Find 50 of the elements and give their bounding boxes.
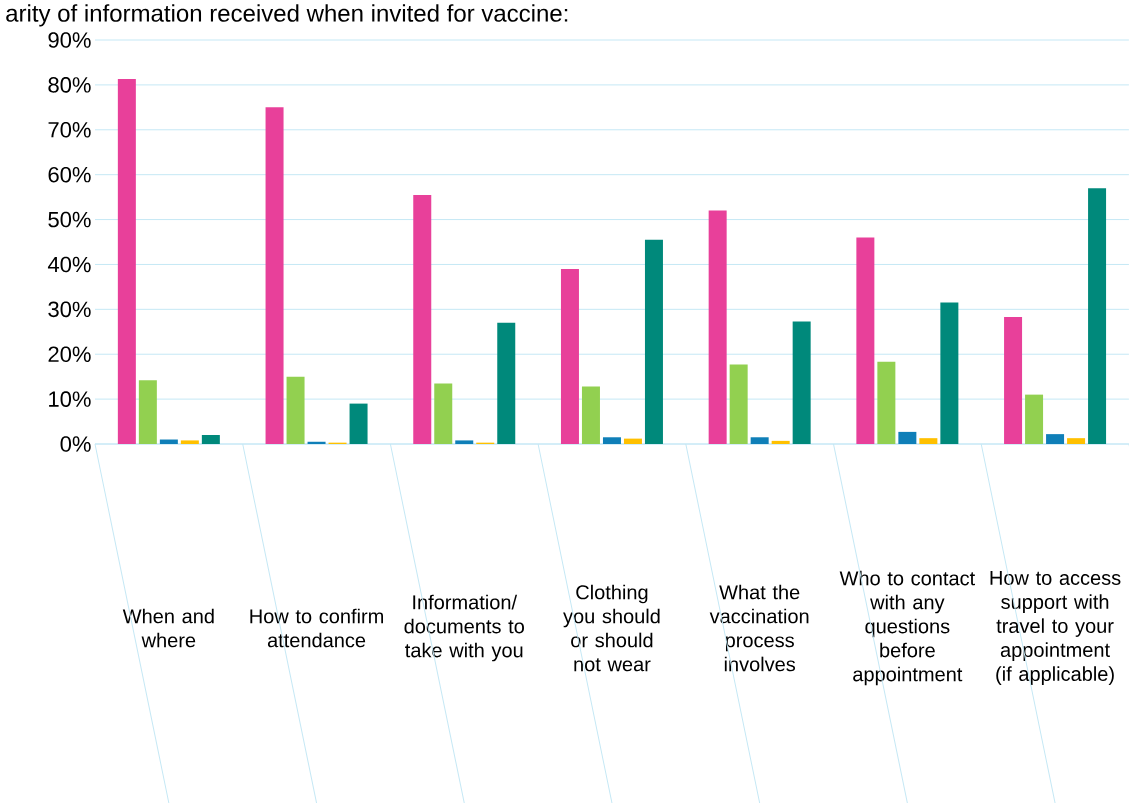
bar bbox=[750, 437, 769, 444]
bar bbox=[434, 383, 453, 444]
bar bbox=[581, 386, 600, 444]
bar bbox=[180, 440, 199, 444]
y-tick-label: 90% bbox=[48, 32, 91, 48]
y-tick-label: 10% bbox=[49, 391, 91, 407]
bar bbox=[1067, 438, 1086, 444]
bar bbox=[729, 364, 748, 444]
bar bbox=[919, 438, 938, 444]
bar bbox=[117, 79, 136, 444]
x-tick-label: How to access support with travel to your appointment (if applicable) bbox=[990, 571, 1121, 685]
x-tick-label: What the vaccination process involves bbox=[709, 584, 809, 672]
y-tick-label: 60% bbox=[48, 166, 91, 183]
y-tick-label: 30% bbox=[48, 301, 91, 318]
x-tick-label: How to confirm attendance bbox=[250, 608, 383, 648]
bar bbox=[856, 237, 875, 444]
bar bbox=[771, 440, 790, 444]
bar bbox=[877, 361, 896, 444]
bar bbox=[623, 438, 642, 444]
bar bbox=[560, 268, 579, 444]
y-tick-label: 70% bbox=[48, 122, 91, 138]
y-tick-label: 40% bbox=[47, 256, 91, 273]
bar bbox=[1088, 188, 1107, 444]
y-tick-label: 50% bbox=[48, 211, 91, 228]
bar bbox=[1025, 394, 1044, 444]
bar bbox=[708, 210, 727, 444]
bar bbox=[413, 194, 432, 444]
x-tick-label: When and where bbox=[122, 608, 214, 648]
bar bbox=[138, 380, 157, 444]
chart-title: arity of information received when invited for vaccine: bbox=[6, 4, 568, 27]
bar bbox=[940, 302, 959, 444]
bar bbox=[792, 321, 811, 444]
bar bbox=[265, 107, 284, 444]
bar bbox=[307, 441, 326, 444]
bar bbox=[898, 431, 917, 444]
x-tick-label: Information/documents to take with you bbox=[404, 594, 524, 662]
x-tick-label: Who to contact with any questions before appointment bbox=[839, 570, 975, 686]
bar bbox=[201, 435, 220, 444]
bar bbox=[644, 239, 663, 444]
bar bbox=[455, 440, 474, 444]
bar bbox=[602, 437, 621, 444]
bar bbox=[1046, 434, 1065, 444]
y-tick-label: 80% bbox=[48, 77, 91, 93]
y-tick-label: 0% bbox=[60, 436, 91, 452]
bar bbox=[497, 322, 516, 444]
y-tick-label: 20% bbox=[48, 346, 91, 363]
x-tick-label: Clothing you should or should not wear bbox=[563, 584, 660, 672]
bar bbox=[349, 403, 368, 444]
bar bbox=[286, 376, 305, 444]
bar bbox=[1004, 316, 1023, 444]
